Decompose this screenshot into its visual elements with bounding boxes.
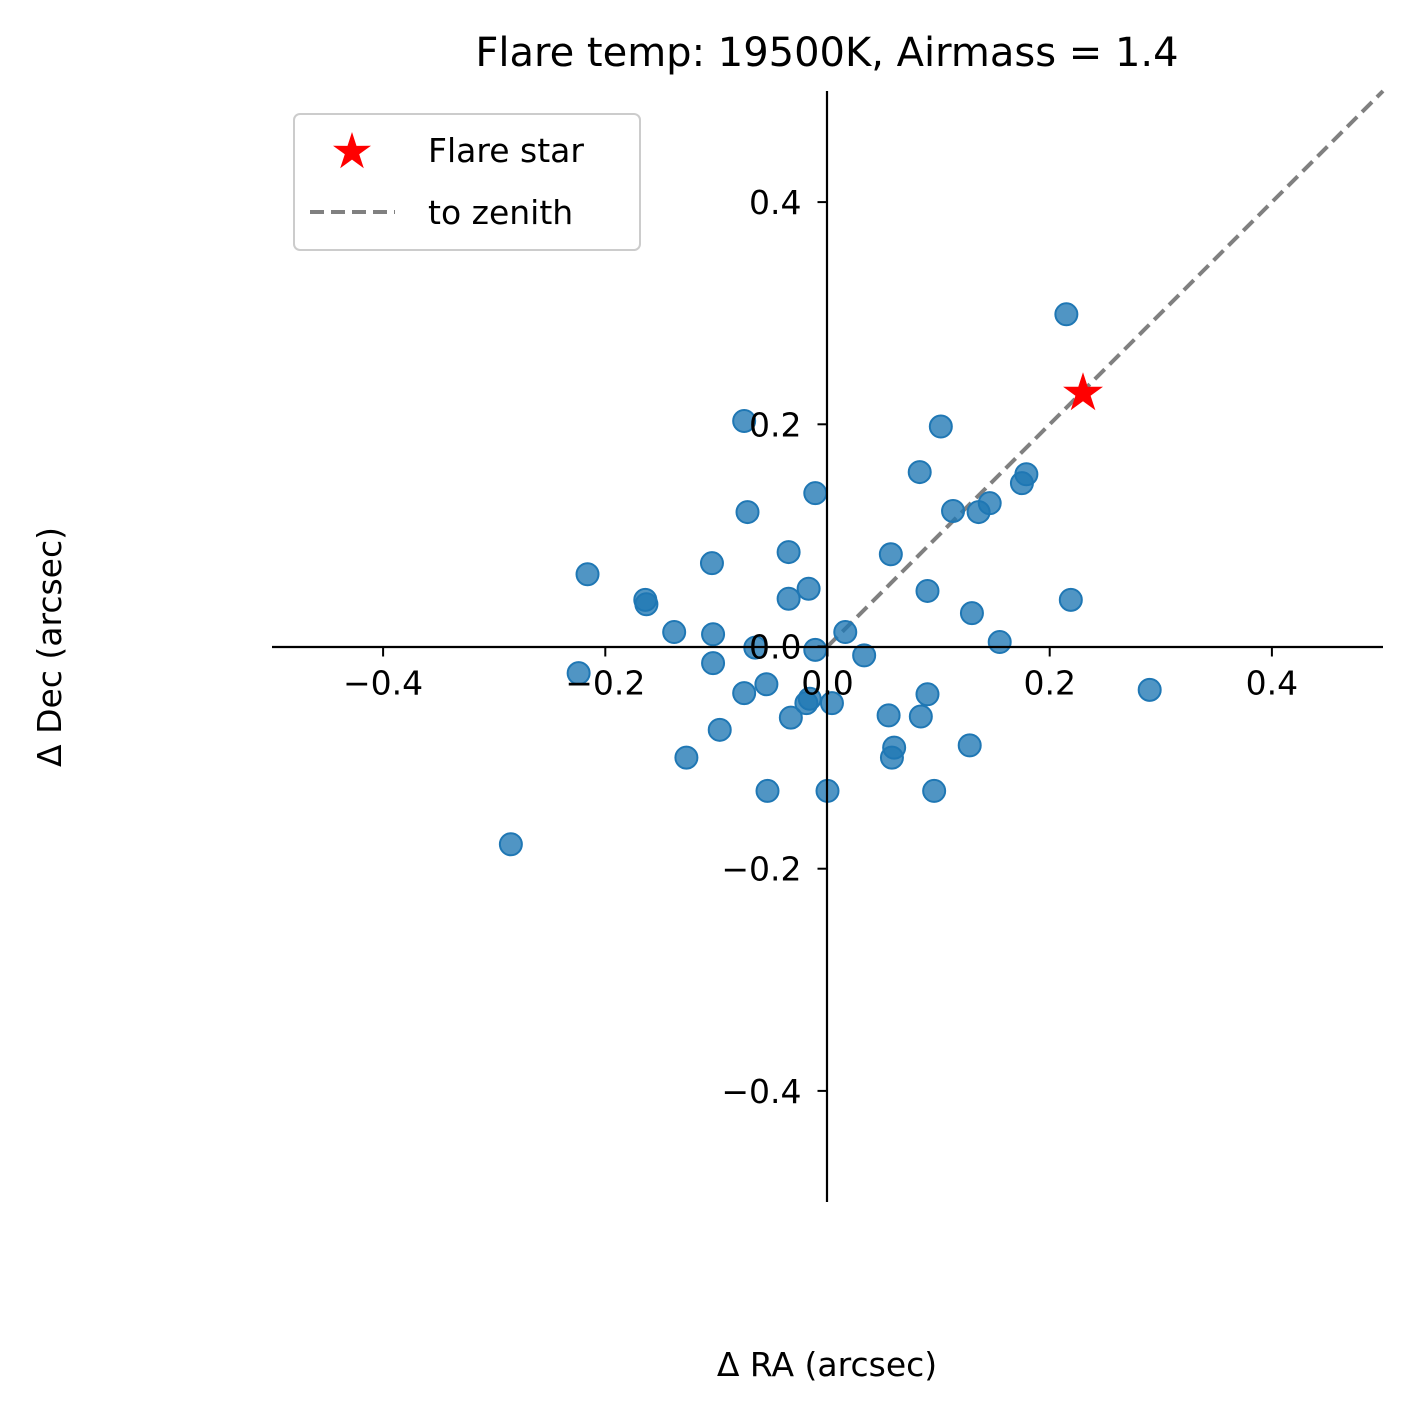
y-ticks: −0.4 −0.2 0.0 0.2 0.4: [721, 183, 828, 1111]
data-point: [941, 498, 966, 523]
zenith-line-layer: [826, 89, 1385, 648]
data-point: [707, 717, 732, 742]
data-point: [674, 745, 699, 770]
x-tick-label: 0.4: [1246, 664, 1298, 703]
flare-star-marker: [1063, 372, 1103, 411]
data-point: [876, 703, 901, 728]
data-point: [959, 601, 984, 626]
data-point: [852, 643, 877, 668]
data-point: [915, 682, 940, 707]
data-point: [1009, 471, 1034, 496]
y-tick-label: −0.4: [721, 1072, 801, 1111]
legend-label-flare-star: Flare star: [428, 131, 584, 170]
data-point: [928, 414, 953, 439]
data-point: [498, 832, 523, 857]
data-point: [1054, 302, 1079, 327]
data-point: [776, 586, 801, 611]
data-point: [732, 408, 757, 433]
data-point: [803, 637, 828, 662]
data-point: [754, 672, 779, 697]
data-point: [833, 620, 858, 645]
x-tick-label: −0.4: [343, 664, 423, 703]
x-axis-label: Δ RA (arcsec): [717, 1345, 937, 1384]
flare-star-layer: [1063, 372, 1103, 411]
x-tick-label: 0.2: [1023, 664, 1075, 703]
data-point: [878, 542, 903, 567]
legend-label-to-zenith: to zenith: [428, 193, 573, 232]
y-tick-label: 0.4: [749, 183, 801, 222]
data-point: [879, 745, 904, 770]
data-point: [1137, 677, 1162, 702]
x-tick-label: −0.2: [565, 664, 645, 703]
data-point: [915, 578, 940, 603]
y-tick-label: 0.2: [749, 405, 801, 444]
data-point: [803, 481, 828, 506]
data-point: [701, 651, 726, 676]
chart-title: Flare temp: 19500K, Airmass = 1.4: [475, 30, 1178, 76]
x-ticks: −0.4 −0.2 0.0 0.2 0.4: [343, 646, 1298, 703]
data-point: [966, 500, 991, 525]
data-point: [735, 500, 760, 525]
y-tick-label: −0.2: [721, 850, 801, 889]
legend-frame: [293, 113, 641, 251]
data-point: [987, 630, 1012, 655]
data-point: [794, 691, 819, 716]
data-point: [701, 622, 726, 647]
data-point: [699, 551, 724, 576]
legend: Flare star to zenith: [293, 113, 641, 251]
data-point: [957, 733, 982, 758]
data-point: [566, 661, 591, 686]
data-point: [634, 592, 659, 617]
star-icon: [333, 132, 371, 169]
data-point: [796, 576, 821, 601]
data-point: [662, 620, 687, 645]
data-point: [1058, 587, 1083, 612]
y-tick-label: 0.0: [749, 628, 801, 667]
y-axis-label: Δ Dec (arcsec): [30, 527, 69, 767]
data-points-layer: [498, 302, 1162, 857]
zenith-line: [826, 89, 1385, 648]
data-point: [776, 540, 801, 565]
data-point: [908, 704, 933, 729]
x-tick-label: 0.0: [801, 664, 853, 703]
data-point: [778, 705, 803, 730]
data-point: [922, 778, 947, 803]
data-point: [575, 562, 600, 587]
data-point: [732, 681, 757, 706]
data-point: [755, 778, 780, 803]
data-point: [907, 460, 932, 485]
